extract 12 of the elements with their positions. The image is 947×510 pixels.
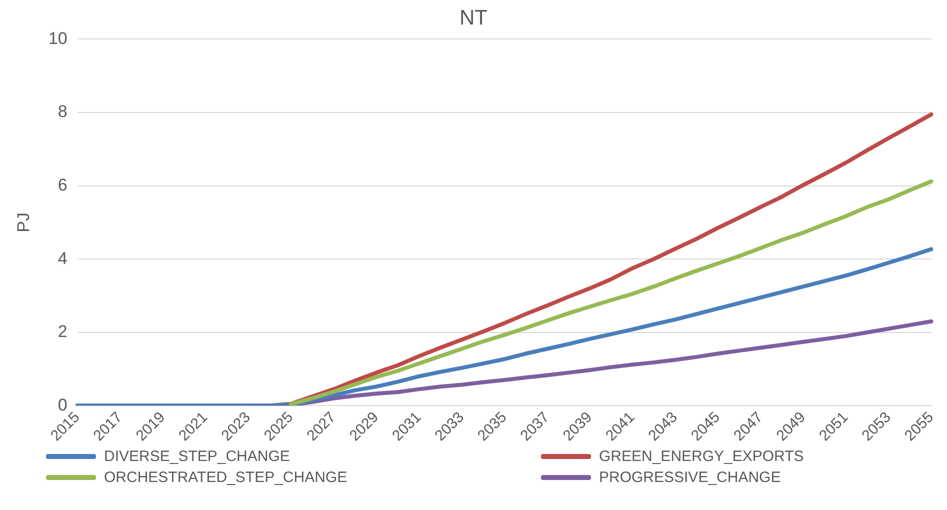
legend-label: GREEN_ENERGY_EXPORTS xyxy=(599,448,804,465)
y-tick-label: 6 xyxy=(58,175,68,194)
legend-label: DIVERSE_STEP_CHANGE xyxy=(104,448,290,465)
y-tick-label: 2 xyxy=(58,322,68,342)
legend-label: PROGRESSIVE_CHANGE xyxy=(599,469,781,486)
y-tick-label: 4 xyxy=(58,248,68,268)
y-axis-title: PJ xyxy=(14,212,33,232)
y-tick-label: 10 xyxy=(48,28,68,48)
y-tick-label: 8 xyxy=(58,102,68,122)
legend-label: ORCHESTRATED_STEP_CHANGE xyxy=(104,469,348,486)
y-tick-label: 0 xyxy=(58,395,68,414)
chart-title: NT xyxy=(460,6,488,30)
